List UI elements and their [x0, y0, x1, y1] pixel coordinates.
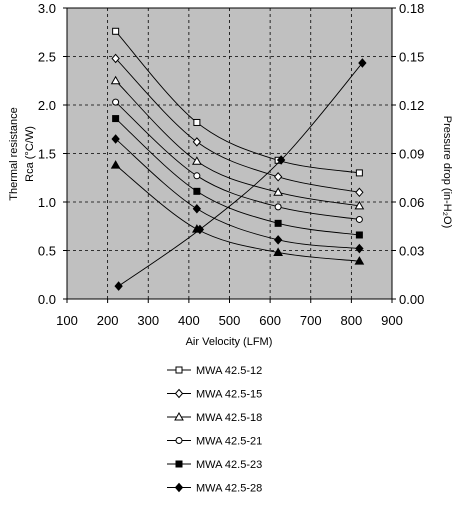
legend: MWA 42.5-12 MWA 42.5-15 MWA 42.5-18 MWA 42.…: [167, 365, 262, 506]
data-point: [193, 172, 201, 180]
data-point: [112, 98, 120, 106]
legend-marker: [175, 366, 183, 374]
series-line: [115, 30, 360, 174]
data-point: [111, 53, 120, 64]
data-point: [273, 172, 283, 182]
y-left-axis-title-line1: Thermal resistance: [8, 107, 20, 201]
data-point: [354, 200, 365, 210]
data-point: [112, 115, 120, 123]
y-left-tick-label: 0.5: [38, 244, 56, 259]
pressure-drop-line: [118, 62, 363, 287]
y-right-axis-title: Pressure drop (in-H₂O): [441, 116, 453, 228]
legend-label: MWA 42.5-21: [196, 436, 262, 448]
pressure-drop-point: [358, 58, 367, 68]
y-left-tick-label: 0.0: [38, 292, 56, 307]
x-tick-label: 400: [178, 313, 200, 328]
x-tick-label: 100: [56, 313, 78, 328]
data-point: [273, 235, 283, 245]
y-left-tick-label: 2.0: [38, 98, 56, 113]
data-point: [355, 215, 363, 223]
x-tick-label: 900: [381, 313, 403, 328]
x-tick-label: 700: [300, 313, 322, 328]
legend-label: MWA 42.5-28: [196, 483, 262, 495]
data-point: [354, 256, 365, 265]
x-axis-title: Air Velocity (LFM): [186, 336, 273, 348]
series-line: [115, 58, 360, 193]
series-layer: [110, 27, 367, 291]
legend-entry: MWA 42.5-23: [167, 459, 262, 471]
ticks-layer: 100 200 300 400 500 600 700 800 900 0.0 0.5 1.0 1.5 2…: [38, 1, 424, 328]
x-tick-label: 500: [219, 313, 241, 328]
y-right-tick-label: 0.15: [399, 50, 424, 65]
data-point: [112, 27, 120, 35]
data-point: [355, 231, 363, 239]
legend-label: MWA 42.5-23: [196, 459, 262, 471]
y-left-tick-label: 3.0: [38, 1, 56, 16]
legend-marker: [175, 460, 183, 468]
y-right-tick-label: 0.09: [399, 147, 424, 162]
series-2: [111, 53, 364, 198]
legend-entry: MWA 42.5-18: [167, 411, 262, 424]
legend-entry: MWA 42.5-15: [167, 389, 262, 401]
y-right-tick-label: 0.00: [399, 292, 424, 307]
legend-label: MWA 42.5-15: [196, 389, 262, 401]
legend-label: MWA 42.5-12: [196, 365, 262, 377]
y-right-tick-label: 0.03: [399, 244, 424, 259]
series-line: [115, 101, 360, 220]
x-tick-label: 300: [137, 313, 159, 328]
series-line: [115, 80, 360, 207]
data-point: [110, 75, 121, 85]
pressure-drop-point: [114, 281, 123, 291]
data-point: [110, 160, 121, 169]
pressure-drop-series: [114, 58, 367, 291]
grid-layer: [67, 8, 392, 299]
legend-marker: [174, 388, 184, 399]
legend-entry: MWA 42.5-12: [167, 365, 262, 377]
y-right-tick-label: 0.18: [399, 1, 424, 16]
series-5: [112, 115, 363, 239]
series-line: [115, 138, 360, 250]
legend-entry: MWA 42.5-28: [167, 483, 262, 495]
pressure-drop-point: [276, 155, 286, 165]
legend-entry: MWA 42.5-21: [167, 436, 262, 448]
legend-marker: [174, 482, 184, 493]
data-point: [355, 243, 364, 254]
data-point: [192, 156, 202, 165]
data-point: [355, 187, 364, 198]
x-tick-label: 800: [341, 313, 363, 328]
data-point: [111, 134, 120, 144]
y-left-axis-title-line2: Rca (°C/W): [24, 126, 36, 182]
data-point: [274, 219, 282, 227]
legend-marker: [175, 437, 183, 444]
series-line: [115, 164, 360, 262]
y-left-tick-label: 1.5: [38, 147, 56, 162]
data-point: [193, 118, 201, 126]
data-point: [192, 137, 202, 147]
data-point: [193, 187, 201, 195]
legend-label: MWA 42.5-18: [196, 412, 262, 424]
series-line: [115, 118, 360, 236]
legend-marker: [174, 411, 184, 421]
pressure-drop-point: [195, 224, 205, 235]
series-4: [112, 98, 363, 223]
y-left-tick-label: 1.0: [38, 195, 56, 210]
x-tick-label: 200: [97, 313, 119, 328]
y-right-tick-label: 0.06: [399, 195, 424, 210]
data-point: [192, 204, 202, 214]
data-point: [274, 203, 282, 211]
y-right-tick-label: 0.12: [399, 98, 424, 113]
data-point: [355, 169, 363, 177]
series-6: [111, 134, 364, 254]
x-tick-label: 600: [259, 313, 281, 328]
data-point: [273, 187, 283, 196]
series-3: [110, 75, 365, 210]
y-left-tick-label: 2.5: [38, 50, 56, 65]
data-point: [273, 247, 283, 256]
